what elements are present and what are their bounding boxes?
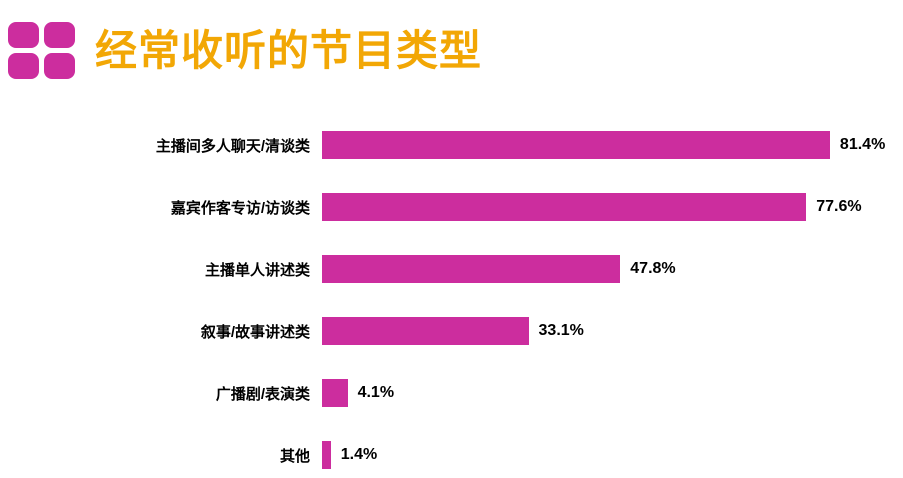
category-label: 叙事/故事讲述类 — [200, 323, 310, 341]
category-label: 其他 — [279, 447, 310, 465]
category-label: 主播单人讲述类 — [204, 261, 310, 279]
grid-icon-cell — [8, 22, 39, 48]
value-label: 33.1% — [538, 322, 584, 339]
category-label: 主播间多人聊天/清谈类 — [155, 137, 310, 155]
bar-track: 47.8% — [322, 255, 676, 283]
bar-track: 81.4% — [322, 131, 885, 159]
category-label: 广播剧/表演类 — [215, 385, 310, 403]
bar-track: 4.1% — [322, 379, 394, 407]
bar-row: 主播间多人聊天/清谈类 81.4% — [0, 131, 903, 159]
grid-icon-cell — [44, 22, 75, 48]
value-label: 1.4% — [340, 446, 378, 463]
category-label: 嘉宾作客专访/访谈类 — [170, 199, 310, 217]
bar-chart: 主播间多人聊天/清谈类 81.4% 嘉宾作客专访/访谈类 77.6% 主播单人讲… — [0, 131, 903, 478]
bar — [322, 255, 621, 283]
grid-icon-cell — [8, 53, 39, 79]
page-title: 经常收听的节目类型 — [95, 27, 483, 74]
bar-track: 1.4% — [322, 441, 377, 469]
bar-row: 主播单人讲述类 47.8% — [0, 255, 903, 283]
bar-row: 广播剧/表演类 4.1% — [0, 379, 903, 407]
header: 经常收听的节目类型 — [8, 22, 482, 79]
grid-2x2-icon — [8, 22, 75, 79]
value-label: 81.4% — [839, 136, 886, 153]
bar — [322, 317, 529, 345]
bar — [322, 441, 331, 469]
bar-row: 其他 1.4% — [0, 441, 903, 469]
bar — [322, 131, 830, 159]
value-label: 47.8% — [630, 260, 676, 277]
bar-row: 叙事/故事讲述类 33.1% — [0, 317, 903, 345]
bar-track: 77.6% — [322, 193, 862, 221]
bar — [322, 379, 348, 407]
value-label: 77.6% — [816, 198, 862, 215]
value-label: 4.1% — [357, 384, 395, 401]
bar-track: 33.1% — [322, 317, 584, 345]
bar — [322, 193, 807, 221]
bar-row: 嘉宾作客专访/访谈类 77.6% — [0, 193, 903, 221]
grid-icon-cell — [44, 53, 75, 79]
